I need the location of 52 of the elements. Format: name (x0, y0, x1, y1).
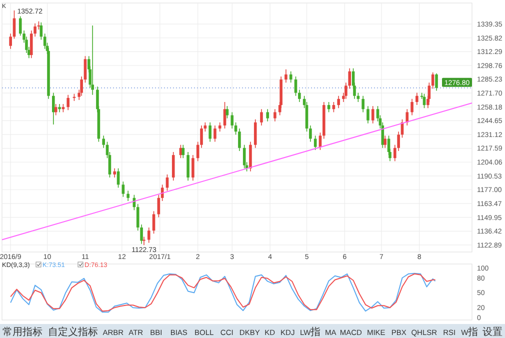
candlestick (309, 125, 312, 142)
candlestick (84, 56, 87, 83)
candlestick (410, 98, 414, 116)
candlestick (416, 92, 418, 106)
candlestick (66, 94, 70, 111)
candlestick (254, 118, 257, 148)
candlestick (208, 122, 212, 142)
candlestick (200, 125, 203, 148)
candlestick (266, 108, 269, 122)
candlestick (102, 135, 105, 148)
candlestick (91, 25, 94, 96)
candlestick (230, 112, 234, 129)
candlestick (284, 68, 288, 83)
candlestick (172, 152, 175, 181)
candlestick (242, 144, 246, 169)
candlestick (126, 190, 130, 202)
candlestick (435, 73, 438, 92)
candlestick (226, 106, 229, 119)
candlestick (366, 106, 370, 124)
text: 设置 (482, 326, 502, 338)
candlestick (238, 128, 241, 152)
text: 常用指标 (2, 326, 43, 338)
candlestick (294, 76, 298, 96)
candlestick (43, 33, 46, 50)
candlestick (186, 152, 190, 181)
candlestick (406, 108, 409, 126)
candlestick (274, 108, 276, 122)
candlestick (122, 181, 125, 198)
candlestick (289, 70, 292, 83)
candlestick (384, 135, 386, 148)
candlestick (192, 154, 194, 181)
candlestick (223, 102, 226, 129)
text: 自定义指标 (48, 326, 98, 338)
candlestick (362, 95, 364, 113)
candlestick (249, 141, 252, 172)
candlestick (142, 236, 146, 246)
candlestick (80, 76, 83, 96)
candlestick (298, 89, 301, 102)
candlestick (337, 95, 340, 109)
candlestick (113, 168, 116, 178)
candlestick (54, 104, 58, 116)
candlestick (52, 92, 55, 125)
candlestick (260, 108, 263, 126)
candlestick (371, 106, 374, 124)
candlestick (58, 104, 61, 113)
candlestick (218, 122, 222, 132)
candlestick (152, 210, 156, 234)
candlestick (214, 125, 216, 142)
candlestick (182, 144, 185, 159)
candlestick (147, 227, 150, 244)
candlestick (314, 135, 317, 150)
candlestick (9, 33, 12, 50)
